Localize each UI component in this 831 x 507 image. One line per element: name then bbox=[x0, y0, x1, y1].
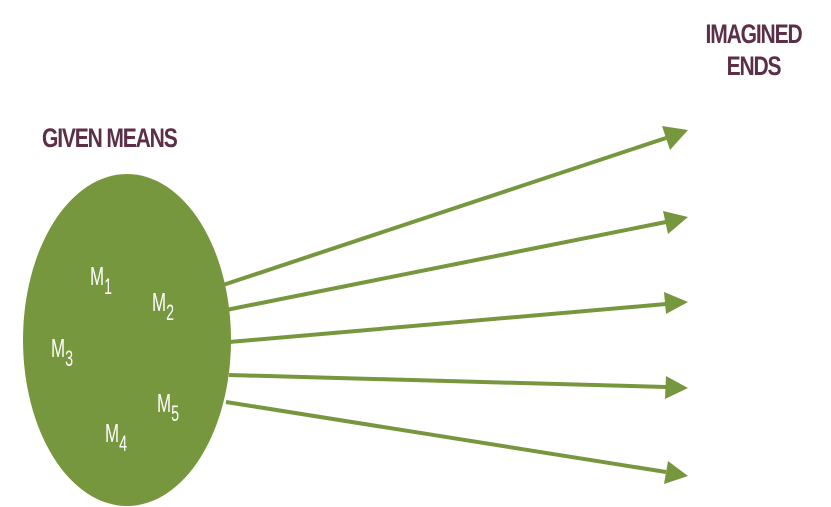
means-index-3: 3 bbox=[65, 346, 74, 371]
imagined-ends-line2: ENDS bbox=[726, 51, 782, 81]
means-letter-1: M bbox=[90, 261, 105, 291]
means-label-4: M4 bbox=[105, 420, 127, 457]
arrow-line-3 bbox=[228, 302, 667, 344]
arrowhead-3 bbox=[664, 292, 688, 314]
means-index-5: 5 bbox=[171, 401, 180, 426]
arrow-line-5 bbox=[225, 400, 667, 474]
means-index-4: 4 bbox=[119, 431, 128, 456]
arrow-line-2 bbox=[225, 220, 667, 312]
means-letter-5: M bbox=[157, 388, 172, 418]
given-means-heading: GIVEN MEANS bbox=[42, 123, 178, 153]
means-letter-2: M bbox=[152, 287, 167, 317]
imagined-ends-line1: IMAGINED bbox=[705, 19, 803, 49]
arrowhead-2 bbox=[663, 211, 688, 234]
imagined-ends-heading: IMAGINED ENDS bbox=[688, 18, 819, 82]
means-label-2: M2 bbox=[152, 289, 174, 326]
arrowhead-5 bbox=[664, 461, 688, 484]
means-label-1: M1 bbox=[90, 263, 112, 300]
means-letter-3: M bbox=[51, 333, 66, 363]
means-letter-4: M bbox=[105, 418, 120, 448]
given-means-ellipse bbox=[23, 174, 231, 506]
arrow-line-4 bbox=[228, 373, 667, 389]
arrow-line-1 bbox=[219, 136, 667, 288]
means-label-5: M5 bbox=[157, 390, 179, 427]
arrowhead-1 bbox=[662, 126, 688, 150]
arrowhead-4 bbox=[665, 376, 688, 399]
means-index-2: 2 bbox=[166, 300, 175, 325]
means-label-3: M3 bbox=[51, 335, 73, 372]
means-index-1: 1 bbox=[104, 274, 113, 299]
